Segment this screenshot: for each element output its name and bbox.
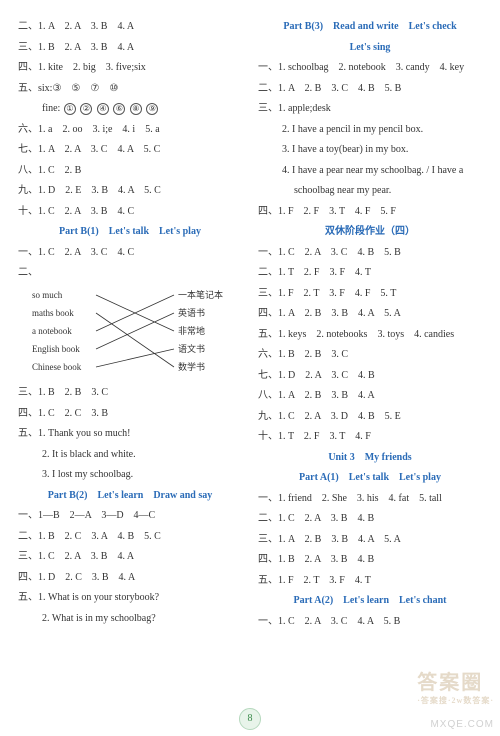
watermark-main: 答案圈 ·答案搜·2w数答案· xyxy=(417,666,494,706)
answer-line: 三、1. B 2. B 3. C xyxy=(18,386,242,399)
right-column: Part B(3) Read and write Let's check Let… xyxy=(258,20,482,706)
answer-line: 四、1. B 2. A 3. B 4. B xyxy=(258,553,482,566)
section-heading: Part B(1) Let's talk Let's play xyxy=(18,225,242,238)
answer-line: 七、1. A 2. A 3. C 4. A 5. C xyxy=(18,143,242,156)
answer-line: 一、1. C 2. A 3. C 4. B 5. B xyxy=(258,246,482,259)
answer-line: 五、1. Thank you so much! xyxy=(18,427,242,440)
section-heading: Part A(1) Let's talk Let's play xyxy=(258,471,482,484)
circled-number: ⑨ xyxy=(146,103,158,115)
answer-line: 五、1. keys 2. notebooks 3. toys 4. candie… xyxy=(258,328,482,341)
answer-line: 二、1. A 2. B 3. C 4. B 5. B xyxy=(258,82,482,95)
answer-line: 二、1. B 2. C 3. A 4. B 5. C xyxy=(18,530,242,543)
circled-number: ① xyxy=(64,103,76,115)
answer-line: 2. What is in my schoolbag? xyxy=(18,612,242,625)
circled-number: ② xyxy=(80,103,92,115)
matching-diagram: so much maths book a notebook English bo… xyxy=(18,289,242,377)
answer-line: 五、six:③ ⑤ ⑦ ⑩ xyxy=(18,82,242,95)
answer-line: 四、1. C 2. C 3. B xyxy=(18,407,242,420)
answer-line: 一、1. C 2. A 3. C 4. C xyxy=(18,246,242,259)
answer-line: 三、1. A 2. B 3. B 4. A 5. A xyxy=(258,533,482,546)
section-heading: Part B(2) Let's learn Draw and say xyxy=(18,489,242,502)
watermark-subtext: ·答案搜·2w数答案· xyxy=(417,695,494,706)
answer-line: 一、1. friend 2. She 3. his 4. fat 5. tall xyxy=(258,492,482,505)
answer-line: 二、1. T 2. F 3. F 4. T xyxy=(258,266,482,279)
answer-line: 二、1. C 2. A 3. B 4. B xyxy=(258,512,482,525)
prefix: fine: xyxy=(42,103,60,114)
answer-line: 2. It is black and white. xyxy=(18,448,242,461)
answer-line: 八、1. A 2. B 3. B 4. A xyxy=(258,389,482,402)
answer-line: 九、1. D 2. E 3. B 4. A 5. C xyxy=(18,184,242,197)
left-column: 二、1. A 2. A 3. B 4. A 三、1. B 2. A 3. B 4… xyxy=(18,20,242,706)
answer-line: 四、1. D 2. C 3. B 4. A xyxy=(18,571,242,584)
answer-line: 2. I have a pencil in my pencil box. xyxy=(258,123,482,136)
answer-line: 四、1. A 2. B 3. B 4. A 5. A xyxy=(258,307,482,320)
answer-line: 4. I have a pear near my schoolbag. / I … xyxy=(258,164,482,177)
answer-line: 七、1. D 2. A 3. C 4. B xyxy=(258,369,482,382)
answer-line: 二、 xyxy=(18,266,242,279)
circled-number: ④ xyxy=(97,103,109,115)
section-heading: 双休阶段作业（四） xyxy=(258,225,482,238)
answer-line: 3. I have a toy(bear) in my box. xyxy=(258,143,482,156)
answer-line: 四、1. F 2. F 3. T 4. F 5. F xyxy=(258,205,482,218)
answer-line: 一、1—B 2—A 3—D 4—C xyxy=(18,509,242,522)
answer-line: schoolbag near my pear. xyxy=(258,184,482,197)
answer-line: 三、1. C 2. A 3. B 4. A xyxy=(18,550,242,563)
watermark-url: MXQE.COM xyxy=(430,719,494,730)
answer-line: 八、1. C 2. B xyxy=(18,164,242,177)
answer-line: 十、1. T 2. F 3. T 4. F xyxy=(258,430,482,443)
answer-line: 六、1. B 2. B 3. C xyxy=(258,348,482,361)
watermark-text: 答案圈 xyxy=(417,672,483,694)
answer-line: 五、1. What is on your storybook? xyxy=(18,591,242,604)
page-number-badge: 8 xyxy=(239,708,261,730)
circled-number: ⑧ xyxy=(130,103,142,115)
two-column-layout: 二、1. A 2. A 3. B 4. A 三、1. B 2. A 3. B 4… xyxy=(18,20,482,706)
section-heading: Part B(3) Read and write Let's check xyxy=(258,20,482,33)
answer-line: 一、1. schoolbag 2. notebook 3. candy 4. k… xyxy=(258,61,482,74)
answer-line: fine: ① ② ④ ⑥ ⑧ ⑨ xyxy=(18,102,242,115)
answer-line: 三、1. apple;desk xyxy=(258,102,482,115)
answer-line: 三、1. F 2. T 3. F 4. F 5. T xyxy=(258,287,482,300)
section-heading: Part A(2) Let's learn Let's chant xyxy=(258,594,482,607)
matching-lines-svg xyxy=(18,289,242,377)
circled-number: ⑥ xyxy=(113,103,125,115)
answer-line: 三、1. B 2. A 3. B 4. A xyxy=(18,41,242,54)
answer-line: 五、1. F 2. T 3. F 4. T xyxy=(258,574,482,587)
answer-line: 六、1. a 2. oo 3. i;e 4. i 5. a xyxy=(18,123,242,136)
answer-line: 一、1. C 2. A 3. C 4. A 5. B xyxy=(258,615,482,628)
answer-line: 3. I lost my schoolbag. xyxy=(18,468,242,481)
answer-line: 二、1. A 2. A 3. B 4. A xyxy=(18,20,242,33)
answer-line: 十、1. C 2. A 3. B 4. C xyxy=(18,205,242,218)
answer-line: 四、1. kite 2. big 3. five;six xyxy=(18,61,242,74)
section-heading: Unit 3 My friends xyxy=(258,451,482,464)
answer-line: 九、1. C 2. A 3. D 4. B 5. E xyxy=(258,410,482,423)
section-heading: Let's sing xyxy=(258,41,482,54)
